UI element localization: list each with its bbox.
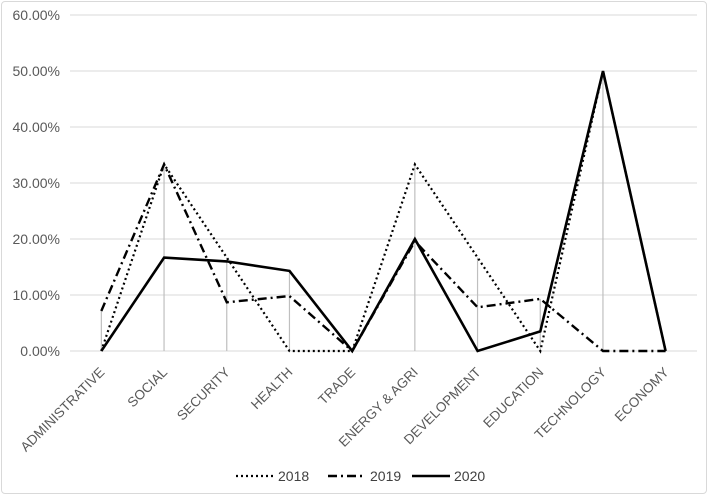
legend-label-2018: 2018 [278,468,309,484]
y-tick-label: 40.00% [13,119,60,135]
legend-label-2020: 2020 [454,468,485,484]
y-tick-label: 60.00% [13,7,60,23]
legend: 2018 2019 2020 [236,468,485,484]
y-tick-label: 30.00% [13,175,60,191]
x-tick-label: EDUCATION [480,365,546,431]
y-axis-ticks: 0.00% 10.00% 20.00% 30.00% 40.00% 50.00% 60.00… [13,7,60,359]
y-tick-label: 20.00% [13,231,60,247]
x-tick-label: ECONOMY [612,365,672,425]
x-tick-label: HEALTH [248,365,296,413]
x-tick-label: SECURITY [174,365,233,424]
x-tick-label: ADMINISTRATIVE [17,365,107,455]
series-line-2020 [100,70,667,354]
y-tick-label: 50.00% [13,63,60,79]
x-tick-label: TRADE [315,365,358,408]
x-tick-label: SOCIAL [125,364,171,410]
x-axis-categories: ADMINISTRATIVE SOCIAL SECURITY HEALTH TRADE E… [17,364,671,454]
series-lines [100,70,667,354]
y-tick-label: 10.00% [13,287,60,303]
drop-lines [100,71,604,351]
y-tick-label: 0.00% [20,343,60,359]
legend-label-2019: 2019 [370,468,401,484]
gridlines [70,14,697,352]
